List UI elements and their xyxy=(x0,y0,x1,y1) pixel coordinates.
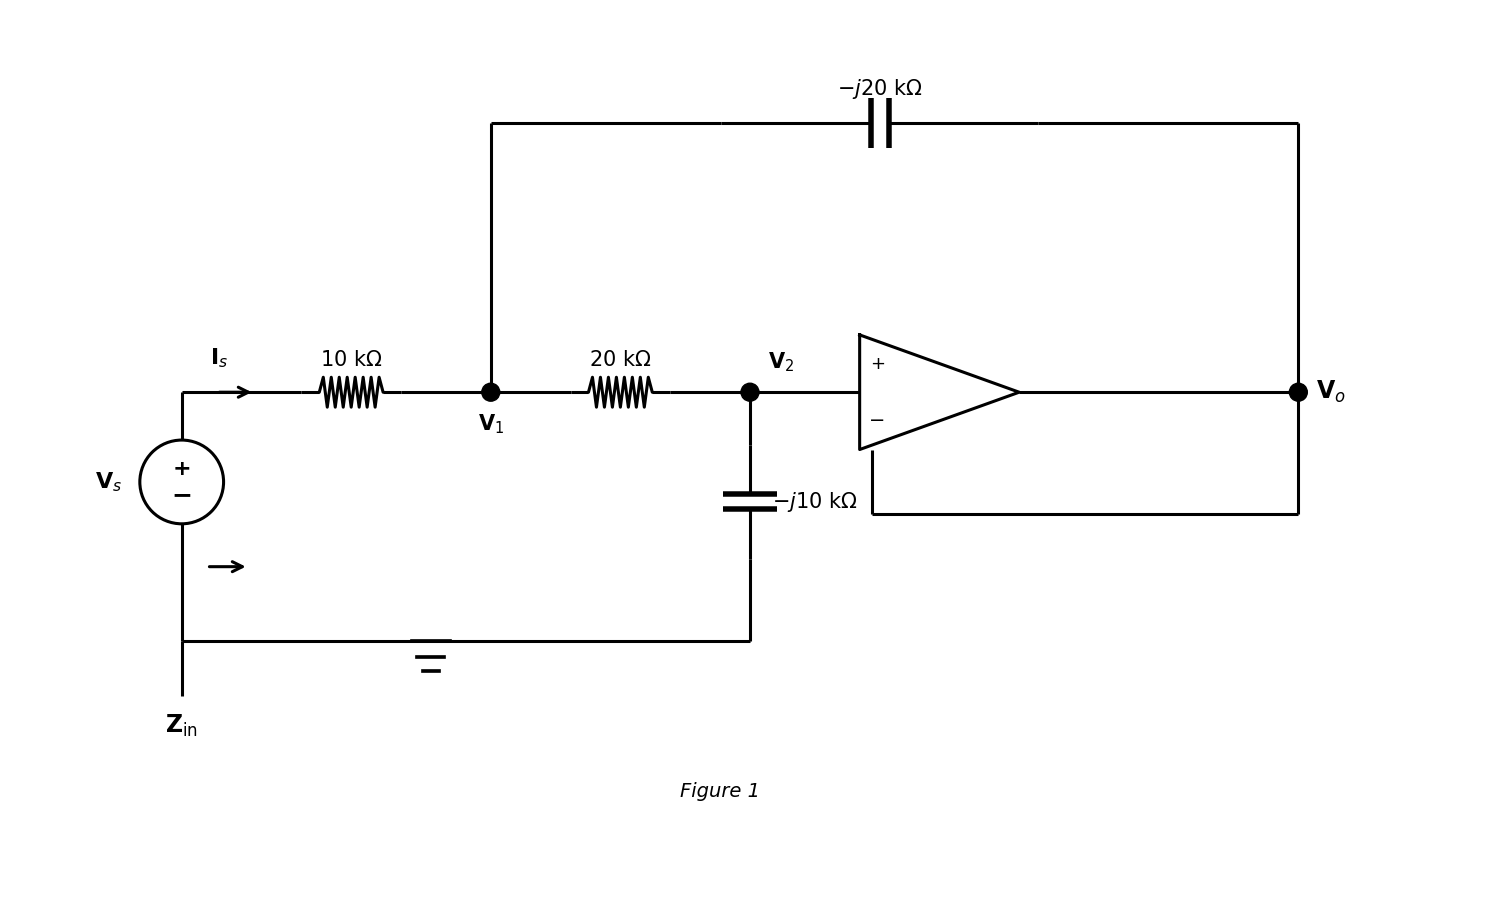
Text: +: + xyxy=(172,458,191,479)
Text: $\mathbf{V}_2$: $\mathbf{V}_2$ xyxy=(768,350,795,374)
Text: $\mathbf{I}_s$: $\mathbf{I}_s$ xyxy=(209,347,229,371)
Text: 10 k$\Omega$: 10 k$\Omega$ xyxy=(320,350,382,371)
Text: −: − xyxy=(172,483,193,507)
Circle shape xyxy=(741,384,759,401)
Text: Figure 1: Figure 1 xyxy=(680,782,760,800)
Text: 20 k$\Omega$: 20 k$\Omega$ xyxy=(589,350,651,371)
Text: $\mathbf{Z}_\mathrm{in}$: $\mathbf{Z}_\mathrm{in}$ xyxy=(166,714,199,739)
Text: −: − xyxy=(870,411,886,431)
Circle shape xyxy=(1289,384,1307,401)
Text: $\mathbf{V}_o$: $\mathbf{V}_o$ xyxy=(1316,379,1346,406)
Text: +: + xyxy=(870,355,884,372)
Circle shape xyxy=(481,384,500,401)
Text: $-j$20 k$\Omega$: $-j$20 k$\Omega$ xyxy=(837,77,922,101)
Text: $\mathbf{V}_s$: $\mathbf{V}_s$ xyxy=(94,470,123,494)
Text: $-j$10 k$\Omega$: $-j$10 k$\Omega$ xyxy=(772,490,858,514)
Text: $\mathbf{V}_1$: $\mathbf{V}_1$ xyxy=(478,412,503,436)
